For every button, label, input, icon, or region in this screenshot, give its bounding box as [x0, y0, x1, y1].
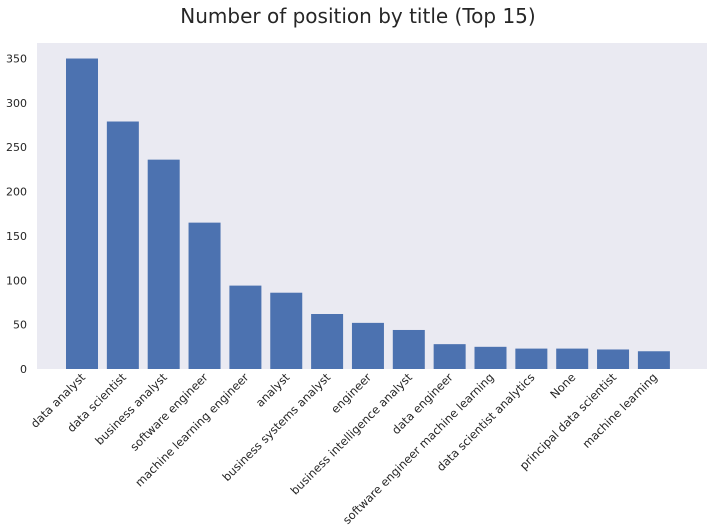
chart-title: Number of position by title (Top 15): [180, 4, 535, 28]
y-tick-label: 300: [6, 97, 27, 110]
bar: [474, 346, 507, 369]
bar: [106, 121, 139, 369]
y-tick-label: 150: [6, 230, 27, 243]
x-tick-label: software engineer machine learning: [340, 370, 497, 526]
x-tick-label: software engineer: [127, 370, 211, 454]
y-tick-label: 200: [6, 186, 27, 199]
y-tick-label: 250: [6, 141, 27, 154]
bar: [66, 58, 98, 370]
x-tick-label: analyst: [253, 370, 293, 410]
bar: [270, 292, 303, 369]
bar: [637, 351, 670, 369]
x-tick-label: machine learning: [579, 370, 660, 451]
x-tick-label: business analyst: [92, 370, 170, 448]
bar: [515, 348, 548, 369]
bar: [556, 348, 589, 369]
bar: [188, 222, 221, 369]
y-tick-label: 350: [6, 53, 27, 66]
y-tick-label: 100: [6, 274, 27, 287]
y-tick-label: 50: [13, 319, 27, 332]
bar: [311, 314, 344, 369]
y-tick-label: 0: [20, 363, 27, 376]
bar: [597, 349, 630, 369]
bars-group: [66, 58, 670, 370]
bar: [147, 159, 180, 369]
y-axis-ticks: 0 50 100 150 200 250 300 350: [6, 53, 27, 376]
bar: [229, 285, 262, 369]
bar: [433, 344, 466, 369]
bar: [351, 322, 384, 369]
x-tick-label: None: [547, 370, 578, 401]
bar: [392, 329, 425, 369]
